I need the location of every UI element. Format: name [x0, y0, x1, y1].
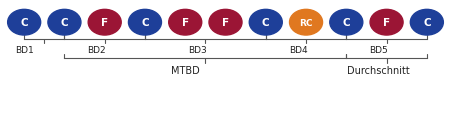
- Text: BD3: BD3: [188, 45, 207, 54]
- Ellipse shape: [249, 10, 282, 36]
- Text: F: F: [383, 18, 390, 28]
- Ellipse shape: [169, 10, 202, 36]
- Text: C: C: [423, 18, 431, 28]
- Ellipse shape: [290, 10, 322, 36]
- Text: C: C: [60, 18, 68, 28]
- Ellipse shape: [209, 10, 242, 36]
- Text: F: F: [222, 18, 229, 28]
- Ellipse shape: [129, 10, 161, 36]
- Text: F: F: [182, 18, 189, 28]
- Text: BD5: BD5: [369, 45, 388, 54]
- Ellipse shape: [370, 10, 403, 36]
- Text: MTBD: MTBD: [171, 65, 200, 75]
- Ellipse shape: [48, 10, 81, 36]
- Text: Durchschnitt: Durchschnitt: [347, 65, 410, 75]
- Text: BD4: BD4: [289, 45, 307, 54]
- Ellipse shape: [8, 10, 41, 36]
- Text: BD2: BD2: [87, 45, 106, 54]
- Text: C: C: [141, 18, 149, 28]
- Text: BD1: BD1: [15, 45, 33, 54]
- Text: C: C: [20, 18, 28, 28]
- Text: C: C: [262, 18, 270, 28]
- Text: C: C: [342, 18, 350, 28]
- Ellipse shape: [88, 10, 121, 36]
- Text: RC: RC: [299, 19, 313, 27]
- Ellipse shape: [410, 10, 443, 36]
- Text: F: F: [101, 18, 108, 28]
- Ellipse shape: [330, 10, 363, 36]
